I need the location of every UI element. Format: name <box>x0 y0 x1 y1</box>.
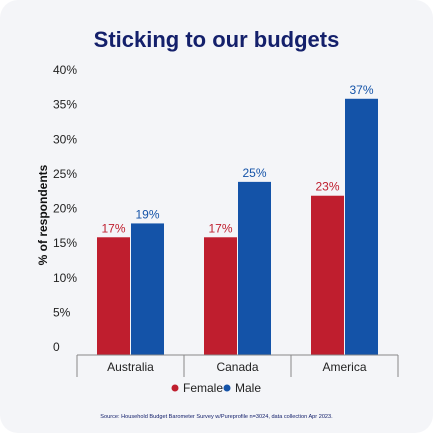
data-label-female-america: 23% <box>315 180 339 194</box>
y-tick-label: 15% <box>53 236 77 250</box>
bar-female-america <box>311 195 344 355</box>
y-tick-label: 20% <box>53 202 77 216</box>
y-tick-label: 30% <box>53 132 77 146</box>
bar-male-australia <box>131 223 164 355</box>
data-label-male-canada: 25% <box>242 166 266 180</box>
x-category-label: Australia <box>107 360 154 374</box>
x-category-label: America <box>322 360 366 374</box>
y-axis-label: % of respondents <box>36 164 50 265</box>
x-category-label: Canada <box>216 360 258 374</box>
y-tick-label: 10% <box>53 271 77 285</box>
y-axis-ticks: 0 5% 10% 15% 20% 25% 30% 35% 40% <box>53 63 77 354</box>
data-label-male-america: 37% <box>349 83 373 97</box>
source-note: Source: Household Budget Barometer Surve… <box>100 414 333 420</box>
bars <box>97 98 378 356</box>
x-axis: Australia Canada America <box>76 354 399 377</box>
data-labels: 17% 19% 17% 25% 23% 37% <box>101 83 373 235</box>
legend: Female Male <box>171 381 261 395</box>
legend-label-female: Female <box>183 381 223 395</box>
data-label-male-australia: 19% <box>135 207 159 221</box>
bar-male-america <box>345 98 378 356</box>
y-tick-label: 0 <box>53 340 60 354</box>
y-tick-label: 35% <box>53 98 77 112</box>
y-tick-label: 5% <box>53 305 71 319</box>
chart-title: Sticking to our budgets <box>94 27 340 52</box>
bar-female-australia <box>97 237 130 355</box>
legend-swatch-male <box>223 384 231 392</box>
y-tick-label: 40% <box>53 63 77 77</box>
data-label-female-australia: 17% <box>101 221 125 235</box>
bar-male-canada <box>238 181 271 355</box>
bar-female-canada <box>204 237 237 355</box>
y-tick-label: 25% <box>53 167 77 181</box>
legend-swatch-female <box>171 384 179 392</box>
legend-label-male: Male <box>235 381 261 395</box>
data-label-female-canada: 17% <box>208 221 232 235</box>
